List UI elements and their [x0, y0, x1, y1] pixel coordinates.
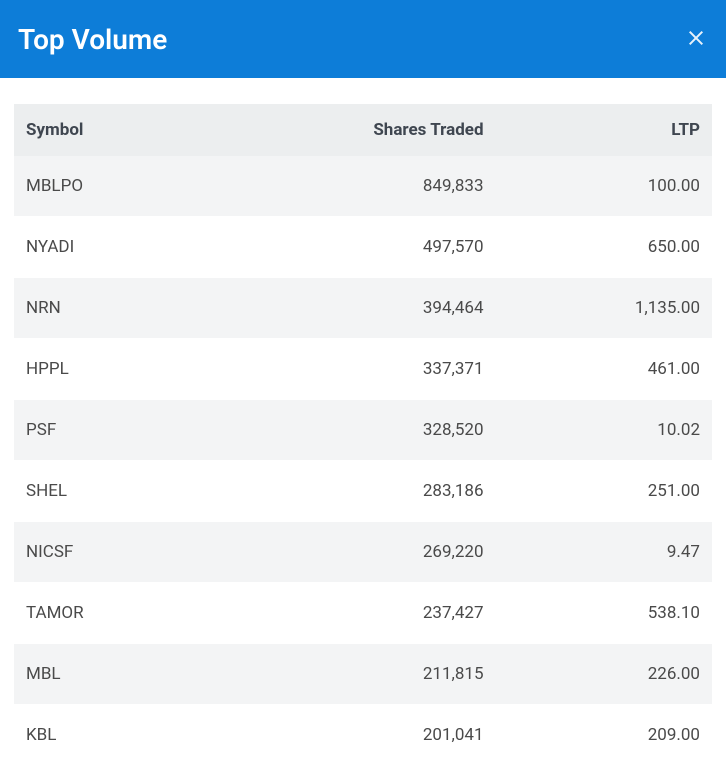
cell-symbol: MBL: [14, 644, 279, 705]
table-row[interactable]: HPPL337,371461.00: [14, 339, 712, 400]
cell-shares: 201,041: [279, 705, 523, 766]
cell-symbol: SHEL: [14, 461, 279, 522]
table-row[interactable]: MBL211,815226.00: [14, 644, 712, 705]
table-row[interactable]: PSF328,52010.02: [14, 400, 712, 461]
cell-shares: 849,833: [279, 156, 523, 217]
table-row[interactable]: NRN394,4641,135.00: [14, 278, 712, 339]
col-ltp: LTP: [524, 104, 712, 156]
cell-shares: 237,427: [279, 583, 523, 644]
cell-ltp: 461.00: [524, 339, 712, 400]
cell-symbol: HPPL: [14, 339, 279, 400]
cell-shares: 337,371: [279, 339, 523, 400]
cell-ltp: 209.00: [524, 705, 712, 766]
table-row[interactable]: NYADI497,570650.00: [14, 217, 712, 278]
table-header-row: Symbol Shares Traded LTP: [14, 104, 712, 156]
cell-shares: 328,520: [279, 400, 523, 461]
cell-symbol: MBLPO: [14, 156, 279, 217]
cell-ltp: 1,135.00: [524, 278, 712, 339]
cell-ltp: 538.10: [524, 583, 712, 644]
top-volume-table: Symbol Shares Traded LTP MBLPO849,833100…: [14, 104, 712, 766]
cell-symbol: NICSF: [14, 522, 279, 583]
table-row[interactable]: SHEL283,186251.00: [14, 461, 712, 522]
cell-ltp: 10.02: [524, 400, 712, 461]
cell-symbol: KBL: [14, 705, 279, 766]
cell-ltp: 9.47: [524, 522, 712, 583]
panel-header: Top Volume: [0, 0, 726, 78]
cell-symbol: PSF: [14, 400, 279, 461]
cell-shares: 269,220: [279, 522, 523, 583]
table-row[interactable]: TAMOR237,427538.10: [14, 583, 712, 644]
col-shares-traded: Shares Traded: [279, 104, 523, 156]
col-symbol: Symbol: [14, 104, 279, 156]
table-container: Symbol Shares Traded LTP MBLPO849,833100…: [0, 78, 726, 766]
table-row[interactable]: MBLPO849,833100.00: [14, 156, 712, 217]
cell-shares: 394,464: [279, 278, 523, 339]
cell-symbol: NRN: [14, 278, 279, 339]
cell-symbol: TAMOR: [14, 583, 279, 644]
cell-ltp: 100.00: [524, 156, 712, 217]
cell-symbol: NYADI: [14, 217, 279, 278]
close-icon[interactable]: [684, 23, 708, 55]
table-row[interactable]: NICSF269,2209.47: [14, 522, 712, 583]
table-row[interactable]: KBL201,041209.00: [14, 705, 712, 766]
panel-title: Top Volume: [18, 23, 167, 56]
cell-ltp: 251.00: [524, 461, 712, 522]
cell-shares: 211,815: [279, 644, 523, 705]
cell-ltp: 650.00: [524, 217, 712, 278]
cell-shares: 283,186: [279, 461, 523, 522]
cell-ltp: 226.00: [524, 644, 712, 705]
cell-shares: 497,570: [279, 217, 523, 278]
